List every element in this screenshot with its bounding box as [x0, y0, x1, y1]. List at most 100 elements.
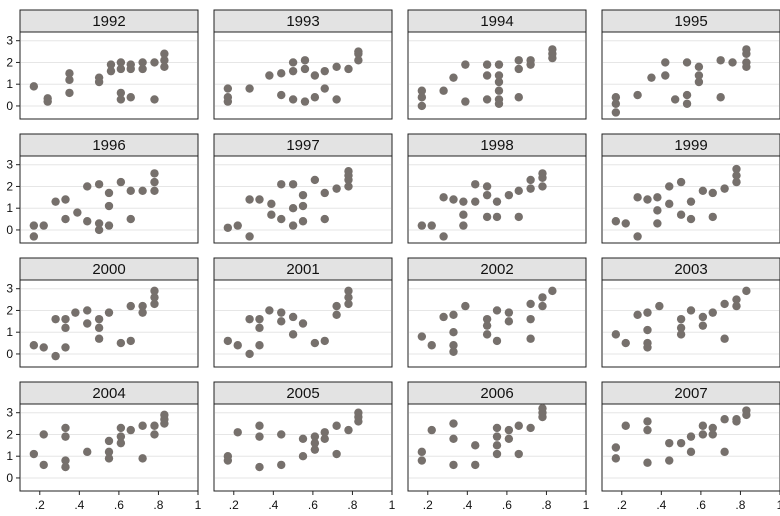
data-point: [223, 456, 233, 465]
data-point: [492, 336, 502, 346]
data-point: [277, 180, 286, 189]
data-point: [449, 328, 458, 337]
data-point: [661, 71, 670, 80]
data-point: [459, 221, 468, 230]
data-point: [94, 225, 104, 235]
data-point: [682, 90, 692, 100]
data-point: [160, 62, 169, 71]
data-point: [720, 415, 729, 424]
data-point: [504, 317, 514, 326]
data-point: [344, 425, 353, 435]
y-tick-label: 3: [6, 158, 13, 172]
facet-title: 2006: [480, 385, 513, 402]
data-point: [138, 421, 147, 430]
data-point: [298, 452, 308, 461]
data-point: [104, 221, 114, 230]
data-point: [611, 108, 621, 117]
data-point: [655, 301, 664, 311]
y-tick-label: 0: [6, 223, 13, 237]
data-point: [298, 190, 308, 200]
data-point: [61, 314, 70, 324]
facet-panel-1992: 1992 0 1 2 3: [6, 9, 199, 120]
data-point: [150, 286, 159, 296]
y-tick-label: 2: [6, 55, 13, 69]
data-point: [245, 195, 254, 204]
data-point: [548, 286, 557, 296]
x-tick-label: .2: [35, 498, 45, 512]
data-point: [51, 351, 60, 361]
data-point: [643, 417, 652, 426]
data-point: [482, 95, 492, 104]
data-point: [427, 221, 436, 230]
data-point: [698, 430, 708, 439]
data-point: [61, 214, 70, 224]
facet-panel-2006: 2006 .2 .4 .6 .8 1: [407, 381, 590, 512]
data-point: [417, 93, 427, 102]
data-point: [138, 308, 147, 317]
data-point: [461, 97, 470, 106]
data-point: [526, 423, 535, 433]
y-tick-label: 3: [6, 282, 13, 296]
data-point: [288, 95, 298, 104]
data-point: [439, 312, 448, 322]
data-point: [300, 56, 310, 65]
data-point: [65, 88, 74, 98]
data-point: [332, 184, 341, 193]
data-point: [104, 436, 114, 446]
data-point: [716, 93, 725, 102]
data-point: [83, 182, 92, 191]
data-point: [449, 195, 458, 204]
facet-title: 2002: [480, 261, 513, 278]
data-point: [742, 45, 751, 54]
facet-panel-1999: 1999: [601, 133, 780, 244]
data-point: [310, 432, 320, 441]
data-point: [449, 460, 458, 470]
data-point: [344, 167, 353, 176]
data-point: [504, 425, 514, 435]
data-point: [492, 423, 502, 433]
data-point: [494, 86, 504, 95]
data-point: [611, 330, 621, 339]
facet-title: 2003: [674, 261, 707, 278]
data-point: [514, 212, 523, 222]
data-point: [732, 295, 741, 304]
facet-panel-1996: 1996 0 1 2 3: [6, 133, 199, 244]
data-point: [344, 64, 353, 74]
data-point: [320, 434, 329, 443]
data-point: [676, 438, 686, 448]
data-point: [116, 95, 126, 104]
data-point: [471, 441, 480, 450]
data-point: [514, 421, 523, 430]
y-tick-label: 0: [6, 347, 13, 361]
data-point: [160, 49, 169, 58]
data-point: [65, 75, 74, 85]
data-point: [538, 301, 547, 311]
x-tick-label: 1: [583, 498, 590, 512]
y-tick-label: 1: [6, 77, 13, 91]
data-point: [288, 221, 298, 230]
data-point: [504, 308, 514, 317]
data-point: [233, 221, 242, 230]
data-point: [732, 417, 741, 426]
data-point: [320, 66, 329, 76]
data-point: [83, 447, 92, 457]
data-point: [676, 177, 686, 187]
data-point: [223, 223, 233, 232]
data-point: [138, 186, 147, 195]
data-point: [223, 84, 233, 93]
data-point: [320, 84, 329, 93]
data-point: [332, 421, 341, 430]
data-point: [150, 58, 159, 67]
data-point: [298, 201, 308, 211]
facet-title: 2001: [286, 261, 319, 278]
data-point: [417, 447, 427, 457]
data-point: [720, 184, 729, 193]
data-point: [643, 195, 652, 204]
data-point: [71, 308, 80, 317]
data-point: [150, 299, 159, 309]
data-point: [665, 456, 674, 465]
data-point: [320, 336, 329, 346]
data-point: [494, 71, 504, 80]
data-point: [716, 56, 725, 65]
data-point: [538, 169, 547, 178]
